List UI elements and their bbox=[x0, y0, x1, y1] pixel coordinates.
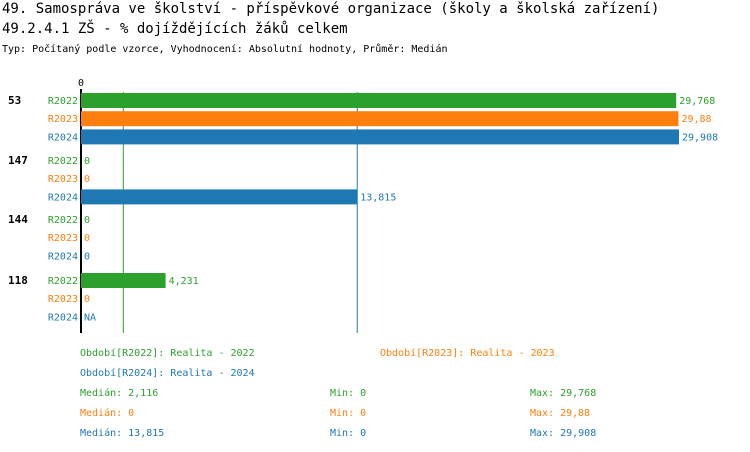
series-label: R2023 bbox=[48, 114, 78, 125]
bar bbox=[81, 111, 679, 127]
legend-item-r2023: Období[R2023]: Realita - 2023 bbox=[380, 348, 555, 359]
group-label: 144 bbox=[8, 213, 28, 226]
series-label: R2022 bbox=[48, 215, 78, 226]
data-label: 4,231 bbox=[169, 276, 199, 287]
data-label: 0 bbox=[84, 156, 90, 167]
stat-min-r2022: Min: 0 bbox=[330, 388, 367, 399]
group-label: 118 bbox=[8, 274, 28, 287]
series-label: R2023 bbox=[48, 174, 78, 185]
series-label: R2023 bbox=[48, 233, 78, 244]
data-label: 29,908 bbox=[682, 132, 718, 143]
stat-max-r2023: Max: 29,88 bbox=[530, 408, 591, 419]
data-label: 29,88 bbox=[681, 114, 711, 125]
chart-type-description: Typ: Počítaný podle vzorce, Vyhodnocení:… bbox=[2, 44, 448, 55]
series-label: R2023 bbox=[48, 294, 78, 305]
series-label: R2024 bbox=[48, 312, 78, 323]
bar bbox=[81, 189, 358, 205]
stat-max-r2024: Max: 29,908 bbox=[530, 428, 597, 439]
legend-item-r2022: Období[R2022]: Realita - 2022 bbox=[80, 348, 255, 359]
series-label: R2024 bbox=[48, 132, 78, 143]
stat-min-r2023: Min: 0 bbox=[330, 408, 367, 419]
data-label: 0 bbox=[84, 233, 90, 244]
series-label: R2022 bbox=[48, 276, 78, 287]
series-label: R2024 bbox=[48, 192, 78, 203]
series-label: R2024 bbox=[48, 251, 78, 262]
data-label: 29,768 bbox=[679, 96, 715, 107]
legend-item-r2024: Období[R2024]: Realita - 2024 bbox=[80, 368, 255, 379]
stat-median-r2023: Medián: 0 bbox=[80, 408, 135, 419]
data-label: 13,815 bbox=[360, 192, 396, 203]
chart-subtitle-indicator: 49.2.4.1 ZŠ - % dojíždějících žáků celke… bbox=[2, 21, 348, 37]
series-label: R2022 bbox=[48, 156, 78, 167]
x-tick-label: 0 bbox=[78, 78, 84, 89]
chart-title: 49. Samospráva ve školství - příspěvkové… bbox=[2, 1, 660, 17]
bar bbox=[81, 129, 679, 145]
stat-median-r2024: Medián: 13,815 bbox=[80, 428, 165, 439]
data-label: 0 bbox=[84, 215, 90, 226]
stat-median-r2022: Medián: 2,116 bbox=[80, 388, 159, 399]
group-label: 53 bbox=[8, 94, 21, 107]
group-label: 147 bbox=[8, 154, 28, 167]
stat-max-r2022: Max: 29,768 bbox=[530, 388, 597, 399]
data-label: 0 bbox=[84, 174, 90, 185]
series-label: R2022 bbox=[48, 96, 78, 107]
stat-min-r2024: Min: 0 bbox=[330, 428, 367, 439]
bar bbox=[81, 273, 166, 288]
data-label: 0 bbox=[84, 251, 90, 262]
data-label: 0 bbox=[84, 294, 90, 305]
bar-chart: 0 53 R2022 29,768 R2023 29,88 R2024 29,908 147 R2… bbox=[8, 78, 718, 333]
bar bbox=[81, 93, 677, 108]
data-label: NA bbox=[84, 312, 96, 323]
